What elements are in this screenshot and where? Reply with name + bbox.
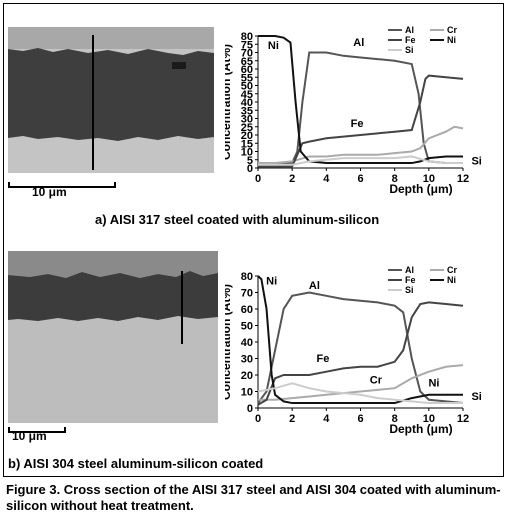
legend-label: Al	[405, 25, 414, 35]
y-tick-label: 30	[241, 114, 253, 126]
micrograph-a	[8, 27, 214, 173]
series-line-al	[258, 51, 463, 165]
legend-label: Ni	[447, 275, 456, 285]
y-tick-label: 80	[241, 31, 253, 43]
y-tick-label: 80	[241, 271, 253, 283]
x-tick-label: 2	[289, 173, 295, 185]
x-tick-label: 0	[255, 413, 261, 425]
x-tick-label: 4	[323, 413, 330, 425]
legend-label: Cr	[447, 265, 457, 275]
series-line-si	[258, 155, 463, 166]
scale-label-b: 10 μm	[12, 429, 47, 443]
y-tick-label: 10	[241, 147, 253, 159]
scale-label-a: 10 μm	[32, 185, 67, 199]
legend-label: Al	[405, 265, 414, 275]
y-tick-label: 65	[241, 56, 253, 68]
x-tick-label: 4	[323, 173, 330, 185]
annotation-label: Ni	[268, 40, 279, 52]
y-tick-label: 50	[241, 81, 253, 93]
y-tick-label: 40	[241, 337, 253, 349]
series-line-fe	[257, 301, 464, 406]
annotation-label: Fe	[316, 353, 329, 365]
y-tick-label: 40	[241, 97, 253, 109]
x-tick-label: 6	[357, 173, 363, 185]
legend-label: Si	[405, 285, 414, 295]
legend-label: Ni	[447, 35, 456, 45]
x-tick-label: 8	[392, 413, 398, 425]
y-tick-label: 55	[241, 72, 253, 84]
caption-a: a) AISI 317 steel coated with aluminum-s…	[95, 212, 380, 227]
series-line-si	[257, 382, 463, 405]
scale-bar-b	[8, 427, 66, 433]
y-tick-label: 0	[247, 163, 253, 175]
y-tick-label: 60	[241, 304, 253, 316]
figure-caption: Figure 3. Cross section of the AISI 317 …	[6, 482, 501, 513]
micrograph-b	[8, 251, 218, 423]
y-tick-label: 20	[241, 130, 253, 142]
y-tick-label: 45	[241, 89, 253, 101]
annotation-label: Fe	[351, 118, 364, 130]
y-tick-label: 20	[241, 370, 253, 382]
y-tick-label: 60	[241, 64, 253, 76]
series-line-cr	[258, 125, 464, 165]
chart-b: 0 10 20 30 40 50 60 70 80 0 2 4 6 8 10 12 Concentration …	[225, 265, 482, 436]
y-axis-label: Concentration (At%)	[225, 284, 233, 400]
legend-label: Cr	[447, 25, 457, 35]
y-tick-label: 0	[247, 403, 253, 415]
scale-bar-a	[8, 182, 116, 188]
annotation-label: Si	[471, 156, 481, 168]
y-tick-label: 25	[241, 122, 253, 134]
x-tick-label: 10	[423, 413, 435, 425]
series-line-al	[257, 291, 464, 405]
legend-label: Fe	[405, 275, 416, 285]
x-tick-label: 12	[457, 173, 469, 185]
annotation-label: Si	[471, 391, 481, 403]
y-tick-label: 30	[241, 354, 253, 366]
x-tick-label: 6	[357, 413, 363, 425]
y-tick-label: 10	[241, 387, 253, 399]
annotation-label: Ni	[428, 378, 439, 390]
x-tick-label: 10	[423, 173, 435, 185]
x-axis-label: Depth (μm)	[389, 422, 452, 436]
series-line-ni	[258, 35, 463, 165]
annotation-label: Al	[309, 280, 320, 292]
series-line-ni	[257, 275, 463, 405]
legend-label: Fe	[405, 35, 416, 45]
y-axis-label: Concentration (At%)	[225, 44, 233, 160]
legend-label: Si	[405, 45, 414, 55]
y-tick-label: 35	[241, 105, 253, 117]
annotation-label: Cr	[370, 374, 383, 386]
series-line-fe	[258, 74, 464, 168]
x-tick-label: 12	[457, 413, 469, 425]
y-tick-label: 70	[241, 288, 253, 300]
x-tick-label: 8	[392, 173, 398, 185]
figure-frame	[3, 3, 504, 477]
y-tick-label: 70	[241, 48, 253, 60]
y-tick-label: 5	[247, 155, 253, 167]
annotation-label: Al	[353, 37, 364, 49]
y-tick-label: 50	[241, 321, 253, 333]
x-tick-label: 0	[255, 173, 261, 185]
y-tick-label: 15	[241, 138, 253, 150]
series-line-cr	[258, 364, 464, 401]
y-tick-label: 75	[241, 39, 253, 51]
caption-b: b) AISI 304 steel aluminum-silicon coate…	[8, 456, 264, 471]
x-tick-label: 2	[289, 413, 295, 425]
annotation-label: Ni	[266, 275, 277, 287]
x-axis-label: Depth (μm)	[389, 182, 452, 196]
